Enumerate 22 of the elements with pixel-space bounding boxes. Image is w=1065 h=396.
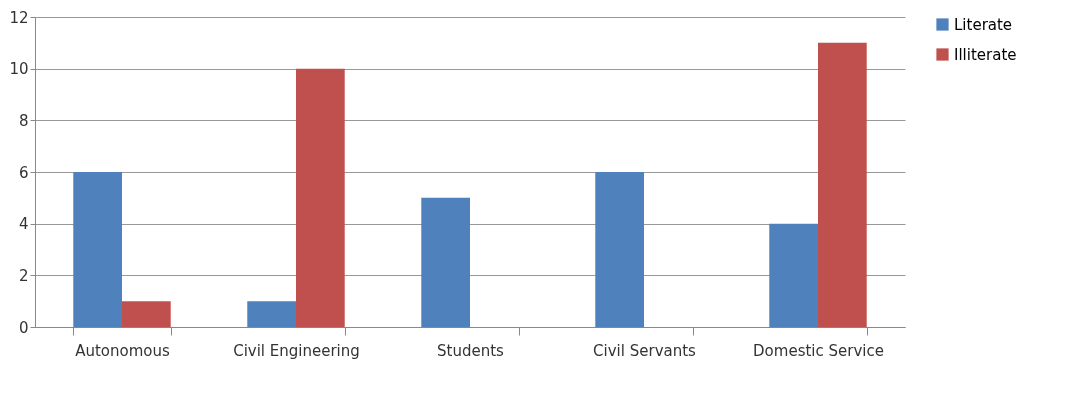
y-tick-label: 10 [9, 60, 29, 79]
y-tick-label: 12 [9, 8, 29, 27]
bar [595, 172, 644, 327]
bar [122, 301, 171, 327]
y-tick-label: 8 [18, 111, 29, 130]
y-tick-label: 6 [18, 163, 29, 182]
x-tick-label: Students [437, 341, 505, 360]
x-tick-label: Civil Servants [593, 341, 697, 360]
y-tick-label: 0 [18, 318, 29, 337]
bar [818, 42, 867, 327]
y-tick-label: 4 [18, 215, 29, 234]
x-tick-label: Domestic Service [753, 341, 884, 360]
x-tick-label: Civil Engineering [233, 341, 360, 360]
bar [296, 68, 345, 327]
x-tick-label: Autonomous [75, 341, 170, 360]
bar [73, 172, 122, 327]
legend-label: Literate [954, 15, 1013, 34]
bar [247, 301, 296, 327]
legend-label: Illiterate [954, 45, 1017, 64]
bar [421, 197, 470, 327]
bar [769, 223, 818, 327]
y-tick-label: 2 [18, 266, 29, 285]
